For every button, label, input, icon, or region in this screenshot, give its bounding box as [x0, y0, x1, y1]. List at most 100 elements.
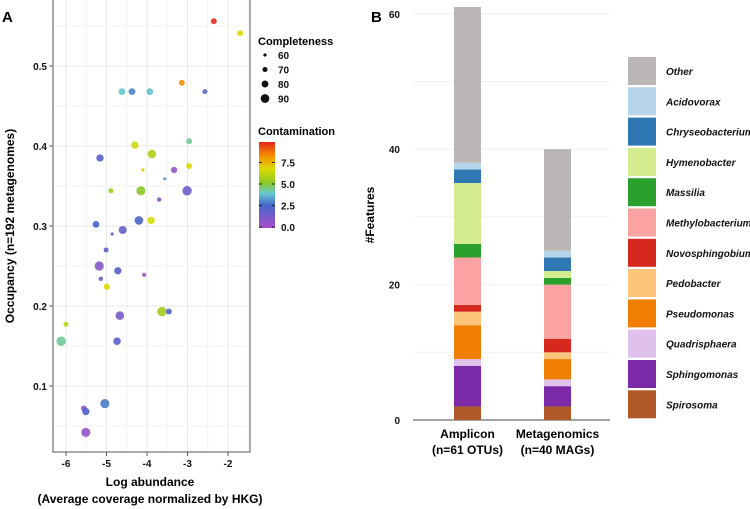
legend-label: Pedobacter	[666, 279, 722, 290]
scatter-point	[147, 149, 157, 159]
bar-segment-novosphingobium	[544, 338, 571, 353]
scatter-point	[147, 216, 155, 225]
scatter-point	[56, 336, 66, 346]
bar-segment-massilia	[454, 243, 481, 258]
scatter-point	[237, 30, 244, 37]
bar-segment-methylobacterium	[544, 284, 571, 339]
scatter-point	[202, 89, 208, 95]
scatter-point	[92, 221, 100, 228]
bar-y-tick-label: 40	[389, 145, 401, 156]
bar-segment-other	[544, 149, 571, 251]
size-legend-label: 60	[278, 51, 290, 62]
legend-swatch	[628, 329, 656, 358]
legend-label: Acidovorax	[665, 97, 721, 108]
panel-label-b: B	[371, 9, 382, 26]
x-tick-label: -3	[183, 459, 192, 470]
legend-label: Other	[666, 67, 694, 78]
size-legend-dot	[262, 66, 268, 73]
bar-segment-quadrisphaera	[454, 359, 481, 366]
y-tick-label: 0.5	[33, 62, 47, 73]
legend-swatch	[628, 360, 656, 388]
legend-swatch	[628, 147, 656, 176]
scatter-point	[110, 232, 114, 236]
y-tick-label: 0.3	[33, 222, 47, 233]
scatter-plot: -6 -5 -4 -3 -2 0.1 0.2 0.3 0.4 0.5 60 70 80 90 7.5 5.0 2…	[33, 0, 295, 470]
bar-segment-sphingomonas	[544, 386, 571, 407]
size-legend-label: 70	[278, 66, 290, 77]
legend-swatch	[628, 238, 656, 267]
bar-segment-other	[454, 7, 481, 163]
bar-segment-methylobacterium	[454, 257, 481, 305]
category-label: Metagenomics	[516, 427, 600, 441]
legend-label: Chryseobacterium	[666, 128, 750, 139]
legend-label: Hymenobacter	[666, 158, 737, 169]
bar-segment-acidovorax	[544, 250, 571, 258]
colorbar-label: 7.5	[281, 159, 295, 170]
size-legend-dot	[260, 94, 270, 103]
scatter-point	[157, 306, 167, 317]
bar-segment-pseudomonas	[544, 359, 571, 380]
panel-label-a: A	[2, 9, 13, 26]
scatter-point	[165, 308, 172, 315]
size-legend-label: 90	[278, 95, 290, 106]
legend-label: Methylobacterium	[666, 219, 750, 230]
bar-segment-pedobacter	[454, 311, 481, 326]
bar-segment-chryseobacterium	[454, 169, 481, 184]
category-label: Amplicon	[440, 427, 495, 441]
scatter-point	[178, 79, 185, 86]
legend-swatch	[628, 178, 656, 207]
scatter-point	[81, 427, 91, 437]
legend-label: Sphingomonas	[666, 370, 739, 381]
y-axis-label: Occupancy (n=192 metagenomes)	[3, 129, 17, 323]
scatter-point	[103, 283, 111, 290]
scatter-point	[141, 168, 145, 172]
legend-swatch	[628, 269, 656, 298]
bar-segment-massilia	[544, 277, 571, 285]
legend-swatch	[628, 117, 656, 146]
bar-segment-spirosoma	[544, 406, 571, 420]
bar-segment-novosphingobium	[454, 304, 481, 312]
scatter-point	[156, 197, 162, 202]
scatter-point	[96, 154, 104, 162]
contamination-legend-title: Contamination	[258, 126, 335, 138]
scatter-point	[103, 247, 109, 253]
bar-segment-quadrisphaera	[544, 379, 571, 387]
completeness-legend-title: Completeness	[258, 36, 333, 48]
legend-swatch	[628, 57, 656, 85]
bar-segment-pseudomonas	[454, 325, 481, 360]
scatter-point	[118, 225, 127, 235]
legend-label: Spirosoma	[666, 400, 718, 411]
scatter-point	[115, 311, 125, 320]
scatter-point	[113, 337, 121, 346]
scatter-point	[134, 216, 144, 225]
size-legend-label: 80	[278, 80, 290, 91]
legend-label: Pseudomonas	[666, 309, 735, 320]
scatter-point	[100, 399, 110, 409]
y-tick-label: 0.1	[33, 382, 47, 393]
colorbar-label: 5.0	[281, 180, 295, 191]
legend-label: Novosphingobium	[666, 249, 750, 260]
x-axis-label: Log abundance	[106, 475, 195, 489]
y-tick-label: 0.2	[33, 302, 47, 313]
size-legend-dot	[261, 80, 269, 88]
bar-y-tick-label: 0	[394, 416, 400, 427]
bar-y-tick-label: 20	[389, 281, 401, 292]
scatter-point	[118, 88, 126, 95]
bar-y-tick-label: 60	[389, 10, 401, 21]
bar-segment-spirosoma	[454, 406, 481, 420]
scatter-point	[186, 138, 193, 145]
y-tick-label: 0.4	[33, 142, 47, 153]
contamination-colorbar	[259, 142, 275, 228]
x-tick-label: -5	[102, 459, 111, 470]
bar-segment-pedobacter	[544, 352, 571, 360]
scatter-point	[136, 186, 146, 196]
scatter-point	[114, 267, 122, 275]
legend-swatch	[628, 299, 656, 328]
scatter-point	[186, 163, 193, 169]
scatter-point	[182, 186, 192, 196]
legend-swatch	[628, 390, 656, 419]
bar-segment-acidovorax	[454, 162, 481, 170]
legend-label: Massilia	[666, 188, 705, 199]
x-tick-label: -4	[143, 459, 152, 470]
scatter-point	[128, 88, 136, 95]
